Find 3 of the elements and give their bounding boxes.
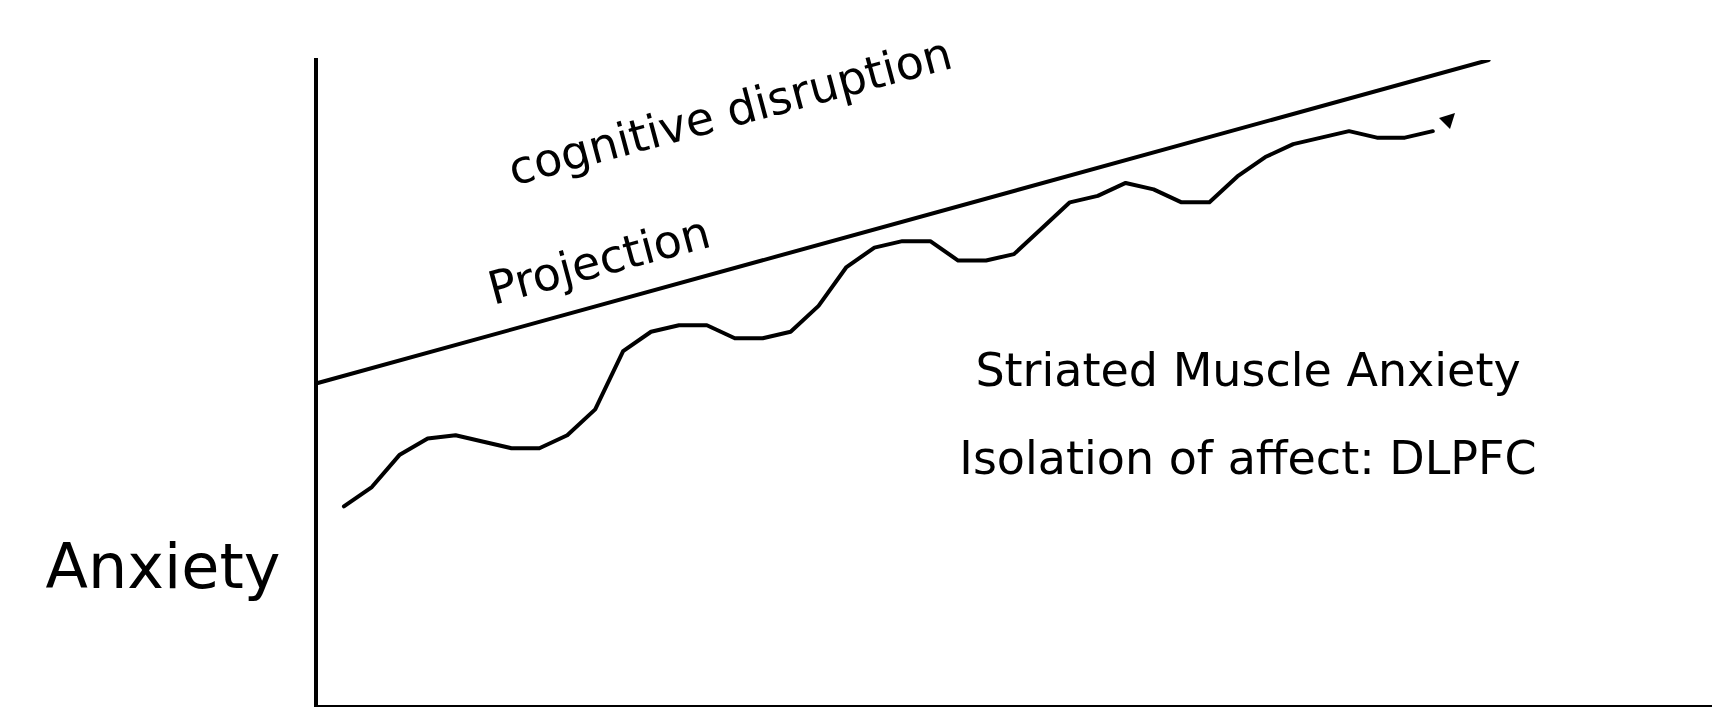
annotation: Striated Muscle Anxiety [975,342,1521,397]
annotation: Isolation of affect: DLPFC [959,430,1537,485]
y-axis-title: Anxiety [45,530,281,604]
